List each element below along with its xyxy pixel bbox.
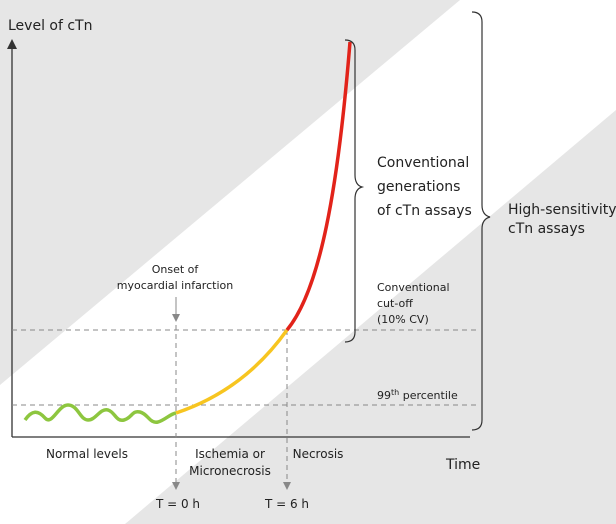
conventional-label: Conventional	[377, 155, 469, 171]
conventional-label: generations	[377, 179, 460, 195]
percentile-text: percentile	[399, 389, 458, 402]
cutoff-label: (10% CV)	[377, 313, 429, 326]
onset-label: myocardial infarction	[117, 279, 233, 292]
cutoff-label: Conventional	[377, 281, 450, 294]
onset-label: Onset of	[152, 263, 200, 276]
percentile-number: 99	[377, 389, 391, 402]
high-sensitivity-label: cTn assays	[508, 221, 585, 237]
x-axis-label: Time	[445, 457, 480, 473]
high-sensitivity-label: High-sensitivity	[508, 202, 616, 218]
necrosis-curve	[285, 41, 352, 332]
phase-label: Necrosis	[293, 447, 344, 461]
conventional-brace	[344, 39, 365, 343]
phase-label: Ischemia or	[195, 447, 265, 461]
percentile-label: 99th percentile	[377, 388, 458, 402]
cutoff-label: cut-off	[377, 297, 413, 310]
percentile-suffix: th	[391, 388, 399, 397]
phase-label: Normal levels	[46, 447, 128, 461]
normal-curve	[23, 403, 177, 424]
high-sensitivity-brace	[471, 11, 491, 431]
time-label: T = 6 h	[264, 497, 309, 511]
phase-label: Micronecrosis	[189, 464, 271, 478]
conventional-label: of cTn assays	[377, 203, 472, 219]
time-label: T = 0 h	[155, 497, 200, 511]
y-axis-label: Level of cTn	[8, 18, 92, 34]
ischemia-curve	[175, 328, 289, 415]
